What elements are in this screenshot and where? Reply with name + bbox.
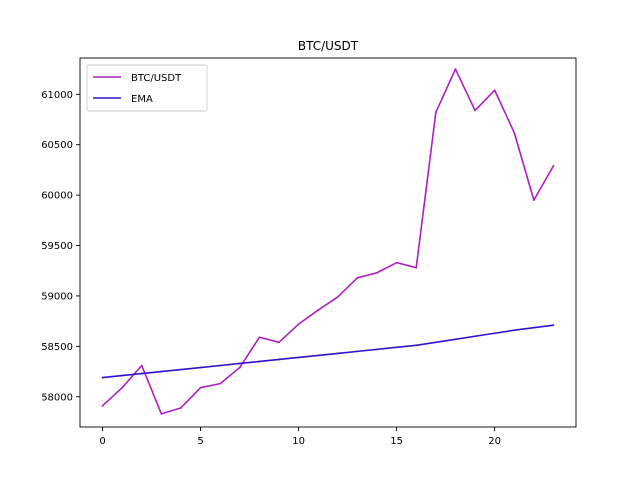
data-point (121, 386, 124, 389)
data-point (434, 341, 437, 344)
data-point (415, 344, 418, 347)
data-point (454, 338, 457, 341)
data-point (258, 360, 261, 363)
legend-label: EMA (131, 94, 153, 105)
data-point (219, 364, 222, 367)
x-tick-label: 10 (292, 436, 305, 447)
data-point (513, 131, 516, 134)
data-point (493, 89, 496, 92)
data-point (317, 309, 320, 311)
data-point (317, 354, 320, 357)
data-point (199, 386, 202, 389)
data-point (121, 374, 124, 377)
legend-label: BTC/USDT (131, 73, 182, 84)
data-point (376, 271, 378, 274)
x-tick-label: 0 (99, 436, 105, 447)
data-point (474, 109, 476, 112)
x-tick-label: 5 (197, 436, 203, 447)
data-point (140, 364, 143, 367)
data-point (297, 323, 300, 326)
data-point (336, 352, 339, 355)
y-tick-label: 59500 (41, 241, 73, 252)
series-line-1 (102, 68, 555, 415)
data-point (140, 372, 143, 375)
y-tick-label: 58000 (41, 392, 73, 403)
data-point (513, 329, 516, 332)
y-tick-label: 59000 (41, 291, 73, 302)
data-point (434, 111, 437, 114)
data-point (415, 266, 418, 269)
data-point (493, 332, 496, 335)
y-tick-label: 60500 (41, 140, 73, 151)
data-point (474, 335, 476, 338)
data-point (160, 412, 163, 415)
x-tick-label: 15 (390, 436, 403, 447)
y-tick-label: 58500 (41, 342, 73, 353)
data-point (532, 199, 535, 202)
y-tick-label: 60000 (41, 191, 73, 202)
axes: 0 5 10 15 20 58000 58500 59000 59500 60000 60500 61… (41, 57, 577, 447)
data-point (219, 382, 222, 385)
data-point (454, 68, 457, 70)
data-point (278, 358, 280, 361)
legend: BTC/USDT EMA (86, 64, 208, 112)
data-point (552, 324, 555, 327)
x-tick-label: 20 (488, 436, 501, 447)
data-point (356, 276, 359, 279)
data-point (238, 366, 241, 369)
axes-frame (79, 57, 577, 428)
data-point (532, 326, 535, 329)
data-point (180, 406, 182, 409)
data-point (238, 362, 241, 365)
data-point (395, 346, 398, 349)
data-point (180, 368, 182, 371)
data-point (356, 350, 359, 353)
y-tick-label: 61000 (41, 90, 73, 101)
chart-title: BTC/USDT (298, 39, 359, 53)
data-point (395, 261, 398, 264)
data-point (199, 366, 202, 369)
series-line-2 (102, 324, 554, 379)
data-point (336, 296, 339, 298)
data-point (297, 356, 300, 359)
data-point (552, 164, 555, 167)
data-point (258, 336, 261, 339)
data-point (101, 376, 104, 379)
data-point (101, 404, 104, 407)
plot-area (101, 68, 555, 415)
data-point (160, 370, 163, 373)
data-point (278, 341, 280, 344)
data-point (376, 348, 378, 351)
